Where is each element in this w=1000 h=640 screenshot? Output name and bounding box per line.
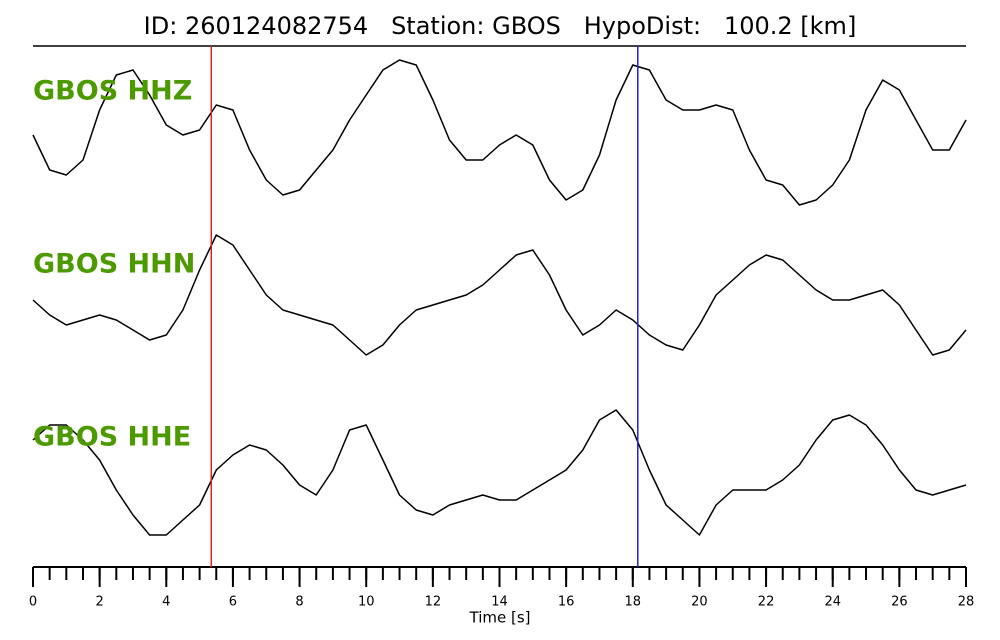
trace-label: GBOS HHN xyxy=(33,249,195,280)
x-tick-label: 6 xyxy=(229,595,237,610)
x-tick-label: 18 xyxy=(625,595,642,610)
waveform xyxy=(32,59,967,206)
chart-title: ID: 260124082754 Station: GBOS HypoDist:… xyxy=(144,12,857,40)
x-tick-label: 22 xyxy=(758,595,775,610)
x-tick-label: 26 xyxy=(891,595,908,610)
x-tick-label: 4 xyxy=(162,595,170,610)
waveform xyxy=(32,234,967,356)
x-tick-label: 12 xyxy=(425,595,442,610)
trace-label: GBOS HHZ xyxy=(33,76,192,107)
trace-label: GBOS HHE xyxy=(33,422,191,453)
x-tick-label: 24 xyxy=(824,595,841,610)
x-tick-label: 0 xyxy=(29,595,37,610)
x-tick-label: 2 xyxy=(96,595,104,610)
x-tick-label: 28 xyxy=(958,595,975,610)
waveform xyxy=(32,409,967,536)
x-tick-label: 16 xyxy=(558,595,575,610)
x-tick-label: 14 xyxy=(491,595,508,610)
x-tick-label: 8 xyxy=(295,595,303,610)
x-axis-label: Time [s] xyxy=(469,609,531,627)
x-tick-label: 20 xyxy=(691,595,708,610)
x-tick-label: 10 xyxy=(358,595,375,610)
